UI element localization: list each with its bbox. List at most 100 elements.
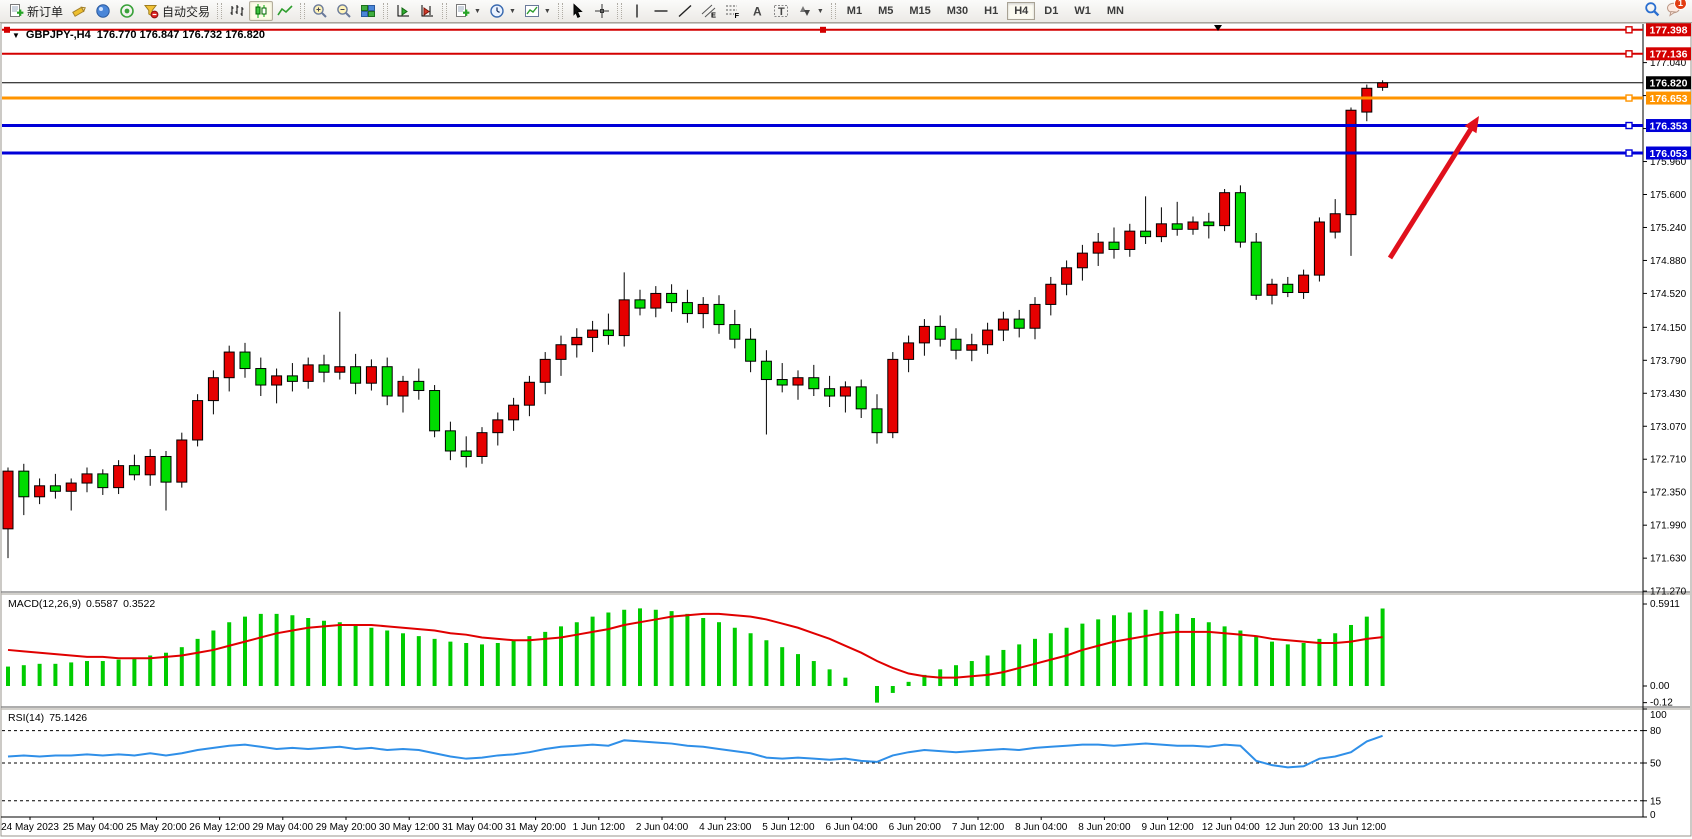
candle-up [397, 380, 409, 397]
svg-text:175.600: 175.600 [1650, 190, 1687, 201]
candle-up [555, 344, 567, 360]
zoom-in-icon [312, 3, 328, 19]
zoom-in-button[interactable] [308, 1, 332, 21]
line-handle[interactable] [4, 26, 10, 33]
timeframe-w1-button[interactable]: W1 [1074, 5, 1091, 17]
line-handle[interactable] [820, 26, 826, 33]
trend-arrow-head[interactable] [1464, 116, 1479, 134]
price-label-box [1646, 23, 1691, 37]
candle-down [808, 377, 820, 390]
chart-shift-button[interactable] [415, 1, 439, 21]
candle-down [1203, 221, 1215, 227]
text-label-button[interactable]: T [769, 1, 793, 21]
equidistant-channel-button[interactable]: E [697, 1, 721, 21]
timeframe-d1-button[interactable]: D1 [1044, 5, 1059, 17]
svg-text:29 May 20:00: 29 May 20:00 [316, 822, 377, 833]
terminal-button[interactable] [91, 1, 115, 21]
svg-text:171.270: 171.270 [1650, 587, 1687, 598]
bars-chart-icon [229, 3, 245, 19]
chart-ohlc-values: 176.770 176.847 176.732 176.820 [96, 29, 265, 41]
tile-windows-button[interactable] [356, 1, 380, 21]
periods-button[interactable]: ▼ [485, 1, 520, 21]
zoom-out-button[interactable] [332, 1, 356, 21]
candle-up [65, 482, 77, 492]
arrows-button[interactable]: ▼ [793, 1, 828, 21]
candle-up [887, 358, 899, 434]
crosshair-button[interactable] [590, 1, 614, 21]
horizontal-line-button[interactable] [649, 1, 673, 21]
candle-down [681, 302, 693, 315]
candle-up [1092, 241, 1104, 254]
bars-chart-button[interactable] [225, 1, 249, 21]
svg-text:24 May 2023: 24 May 2023 [1, 822, 59, 833]
line-handle[interactable] [1625, 121, 1633, 130]
candle-down [1282, 283, 1294, 294]
trendline-button[interactable] [673, 1, 697, 21]
chart-title: ▼ GBPJPY-,H4 176.770 176.847 176.732 176… [12, 29, 265, 41]
chart-shift-marker[interactable] [1214, 25, 1222, 31]
equidistant-channel-icon: E [701, 3, 717, 19]
periods-icon [489, 3, 505, 19]
autotrading-icon [143, 3, 159, 19]
candle-up [113, 465, 125, 489]
candle-up [2, 470, 14, 530]
chart-canvas[interactable]: 177.040176.680176.320175.960175.600175.2… [0, 23, 1692, 839]
new-order-button[interactable]: 新订单 [4, 1, 67, 21]
candle-up [176, 439, 188, 483]
cursor-button[interactable] [566, 1, 590, 21]
timeframe-h1-button[interactable]: H1 [984, 5, 999, 17]
autotrading-button[interactable]: 自动交易 [139, 1, 214, 21]
svg-text:25 May 04:00: 25 May 04:00 [63, 822, 124, 833]
timeframe-m1-button[interactable]: M1 [846, 5, 863, 17]
price-label-box [1646, 146, 1691, 160]
candle-up [1298, 274, 1310, 294]
zoom-out-icon [336, 3, 352, 19]
timeframe-m15-button[interactable]: M15 [909, 5, 931, 17]
candle-down [602, 329, 614, 337]
candle-up [1029, 303, 1041, 329]
candle-down [824, 388, 836, 397]
chart-symbol-period: GBPJPY-,H4 [25, 29, 91, 41]
line-handle[interactable] [1625, 50, 1633, 58]
svg-text:F: F [734, 11, 739, 19]
trend-arrow-annotation[interactable] [1387, 123, 1476, 260]
fibonacci-button[interactable]: F [721, 1, 745, 21]
vertical-line-button[interactable] [625, 1, 649, 21]
svg-text:29 May 04:00: 29 May 04:00 [252, 822, 313, 833]
indicators-button[interactable]: ▼ [450, 1, 485, 21]
notifications-icon[interactable]: 1 [1666, 0, 1687, 22]
line-handle[interactable] [1625, 26, 1633, 34]
templates-button[interactable]: ▼ [520, 1, 555, 21]
candle-up [618, 299, 630, 337]
svg-text:12 Jun 20:00: 12 Jun 20:00 [1265, 822, 1323, 833]
auto-scroll-button[interactable] [391, 1, 415, 21]
chevron-down-icon[interactable]: ▼ [474, 7, 481, 15]
text-button[interactable]: A [745, 1, 769, 21]
chevron-down-icon[interactable]: ▼ [816, 7, 824, 15]
svg-text:7 Jun 12:00: 7 Jun 12:00 [952, 822, 1005, 833]
rsi-line [7, 734, 1383, 769]
search-icon[interactable] [1644, 1, 1660, 22]
chevron-down-icon[interactable]: ▼ [508, 7, 516, 15]
collapse-chart-icon[interactable]: ▼ [12, 30, 20, 40]
candles-chart-button[interactable] [249, 1, 274, 21]
candle-up [192, 400, 204, 441]
line-chart-button[interactable] [273, 1, 297, 21]
candle-down [745, 338, 757, 362]
macd-pane-label: MACD(12,26,9) 0.5587 0.3522 [8, 598, 156, 610]
chevron-down-icon[interactable]: ▼ [543, 7, 551, 15]
chart-window: ▼ GBPJPY-,H4 176.770 176.847 176.732 176… [0, 23, 1692, 839]
price-label-box [1646, 76, 1691, 90]
strategy-tester-button[interactable] [115, 1, 139, 21]
timeframe-h4-button[interactable]: H4 [1007, 2, 1036, 20]
toolbar-separator [557, 3, 563, 19]
timeframe-mn-button[interactable]: MN [1106, 5, 1124, 17]
candle-down [760, 360, 772, 381]
candle-down [97, 473, 109, 489]
line-handle[interactable] [1625, 149, 1633, 157]
metaeditor-button[interactable] [67, 1, 91, 21]
timeframe-m5-button[interactable]: M5 [878, 5, 894, 17]
timeframe-m30-button[interactable]: M30 [946, 5, 969, 17]
line-handle[interactable] [1625, 94, 1633, 102]
candle-down [444, 430, 456, 452]
